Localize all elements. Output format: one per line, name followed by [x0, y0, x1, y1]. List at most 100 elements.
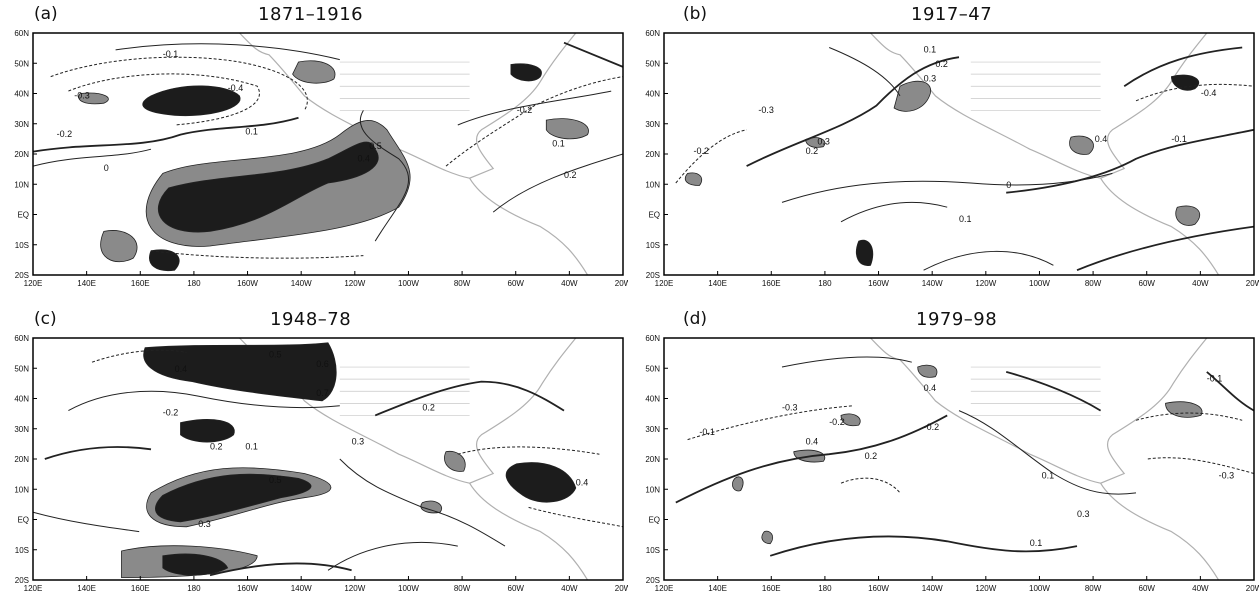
panel-a: (a) 1871–1916 -0.2 -0.1 -0.3 -0.4 0.1 0.4 0.5 0… — [0, 0, 628, 300]
lon-tick-label: 20W — [1246, 279, 1259, 288]
lon-tick-label: 140W — [291, 584, 312, 593]
positive-contour — [781, 356, 912, 368]
lat-tick-label: 10S — [646, 546, 660, 555]
strong-shading-region — [855, 239, 874, 266]
lon-tick-label: 140E — [77, 279, 96, 288]
contour-label: 0.2 — [935, 59, 948, 69]
panel-c-tag: (c) — [34, 309, 57, 329]
lat-tick-label: 20N — [645, 455, 660, 464]
moderate-shading-region — [684, 172, 703, 186]
panel-d-map: -0.1 -0.2 0.4 -0.3 0.3 0.2 0.1 0.4 -0.1 -0.2 0.1 -0… — [645, 334, 1259, 593]
moderate-shading-region — [420, 500, 442, 514]
lon-tick-label: 160W — [868, 279, 889, 288]
lon-tick-label: 80W — [454, 279, 471, 288]
positive-contour — [769, 535, 1078, 557]
lat-tick-label: 50N — [645, 364, 660, 373]
lon-tick-label: 60W — [508, 584, 525, 593]
lat-tick-label: 30N — [645, 120, 660, 129]
negative-contour — [91, 349, 187, 363]
moderate-shading-region — [1165, 401, 1203, 418]
lon-tick-label: 40W — [1192, 279, 1209, 288]
lon-tick-label: 100W — [1029, 279, 1050, 288]
positive-contour — [563, 41, 623, 68]
lat-tick-label: 30N — [645, 425, 660, 434]
moderate-shading-region — [893, 80, 932, 112]
lat-tick-label: 20S — [15, 271, 29, 280]
lat-tick-label: 40N — [14, 90, 29, 99]
moderate-shading-region — [100, 230, 138, 263]
negative-contour — [675, 129, 747, 184]
lon-tick-label: 140W — [922, 279, 943, 288]
positive-contour — [33, 116, 299, 153]
lat-tick-label: 30N — [14, 425, 29, 434]
contour-label: -0.2 — [57, 129, 73, 139]
lat-tick-label: 50N — [14, 364, 29, 373]
lon-tick-label: 160W — [237, 279, 258, 288]
contour-label: 0.4 — [576, 478, 589, 488]
map-field-b — [675, 33, 1254, 275]
contour-label: 0.5 — [269, 349, 282, 359]
lon-tick-label: 140W — [291, 279, 312, 288]
contour-label: 0.2 — [210, 441, 223, 451]
moderate-shading-region — [1175, 205, 1201, 226]
contour-label: 0.4 — [924, 383, 937, 393]
contour-label: 0.7 — [316, 388, 329, 398]
lat-tick-label: 50N — [14, 59, 29, 68]
moderate-shading-region — [545, 118, 589, 140]
lat-tick-label: 20S — [15, 576, 29, 585]
negative-contour — [687, 405, 853, 441]
lon-tick-label: 120W — [975, 279, 996, 288]
contour-label: 0.1 — [959, 214, 972, 224]
lon-tick-label: 140W — [922, 584, 943, 593]
moderate-shading-region — [292, 60, 336, 84]
negative-contour — [150, 250, 364, 259]
positive-contour — [675, 414, 948, 504]
lat-tick-label: 60N — [14, 29, 29, 38]
panel-c-title: 1948–78 — [270, 309, 352, 330]
lon-tick-label: 100W — [398, 584, 419, 593]
negative-contour — [457, 446, 600, 455]
contour-label: 0.5 — [269, 475, 282, 485]
strong-shading-region — [505, 462, 577, 503]
map-field-d — [675, 338, 1254, 580]
contour-label: -0.2 — [517, 105, 533, 115]
coastline — [469, 482, 589, 580]
contour-label: 0.3 — [924, 73, 937, 83]
negative-contour — [445, 76, 623, 167]
strong-shading-region — [157, 141, 379, 233]
strong-shading-region — [180, 418, 235, 443]
contour-label: 0 — [104, 163, 109, 173]
lon-tick-label: 100W — [398, 279, 419, 288]
contour-label: 0.2 — [865, 451, 878, 461]
positive-contour — [327, 541, 458, 571]
lon-tick-label: 160E — [131, 279, 150, 288]
contour-label: 0 — [1006, 180, 1011, 190]
panel-c: (c) 1948–78 0.5 0.4 0.6 0.7 0.2 -0.2 0.1 0.3 0.5… — [0, 305, 628, 607]
lat-tick-label: EQ — [648, 516, 660, 525]
lat-tick-label: 20S — [646, 271, 660, 280]
lon-tick-label: 80W — [454, 584, 471, 593]
lon-tick-label: 20W — [1246, 584, 1259, 593]
lat-tick-label: EQ — [648, 211, 660, 220]
strong-shading-region — [155, 473, 312, 523]
lon-tick-label: 160W — [237, 584, 258, 593]
contour-label: 0.3 — [1077, 509, 1090, 519]
positive-contour — [829, 47, 901, 97]
contour-label: 0.4 — [175, 364, 188, 374]
positive-contour — [923, 250, 1054, 271]
lon-tick-label: 160E — [131, 584, 150, 593]
contour-label: 0.3 — [817, 136, 830, 146]
contour-label: -0.2 — [163, 407, 179, 417]
lon-tick-label: 80W — [1085, 279, 1102, 288]
lon-tick-label: 120W — [344, 584, 365, 593]
positive-contour — [1076, 225, 1254, 272]
panel-b-map: 0.10.20.3-0.3-0.4-0.10.20.3 0.40-0.20.160… — [645, 29, 1259, 288]
lon-tick-label: 100W — [1029, 584, 1050, 593]
contour-label: 0.5 — [369, 141, 382, 151]
lon-tick-label: 20W — [615, 279, 628, 288]
negative-contour — [840, 477, 901, 494]
coastline — [870, 33, 1208, 179]
lat-tick-label: 60N — [645, 29, 660, 38]
negative-contour — [1147, 457, 1254, 474]
lon-tick-label: 40W — [1192, 584, 1209, 593]
